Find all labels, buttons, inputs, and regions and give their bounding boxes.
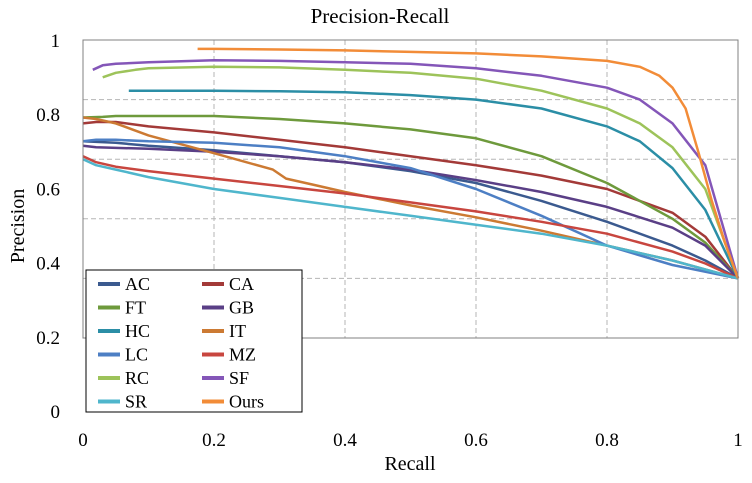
x-axis-label: Recall xyxy=(384,453,436,475)
series-line-gb xyxy=(82,144,739,280)
tick-labels: 0 0.2 0.4 0.6 0.8 1 0 0.2 0.4 0.6 0.8 1 xyxy=(36,31,743,451)
legend-label-ft: FT xyxy=(125,298,146,318)
series-line-sf xyxy=(92,59,740,279)
legend-label-gb: GB xyxy=(229,298,254,318)
legend-label-ca: CA xyxy=(229,274,254,294)
y-tick-label: 0.4 xyxy=(36,254,60,275)
legend-label-it: IT xyxy=(229,321,246,341)
series-line-sr xyxy=(82,158,739,280)
legend-label-sr: SR xyxy=(125,392,147,412)
x-tick-label: 1 xyxy=(733,430,743,451)
legend: AC CA FT GB HC IT LC MZ RC SF SR Ours xyxy=(85,269,303,413)
legend-label-hc: HC xyxy=(125,321,150,341)
y-axis-label: Precision xyxy=(7,189,29,263)
x-tick-label: 0 xyxy=(78,430,88,451)
plot-area-border xyxy=(82,39,739,339)
legend-label-ours: Ours xyxy=(229,392,264,412)
series-line-rc xyxy=(102,65,740,279)
y-tick-label: 0.8 xyxy=(36,105,60,126)
legend-label-sf: SF xyxy=(229,368,249,388)
legend-label-mz: MZ xyxy=(229,345,256,365)
x-tick-label: 0.8 xyxy=(595,430,619,451)
series-line-ft xyxy=(82,114,739,280)
series-lines xyxy=(82,47,740,280)
series-line-ac xyxy=(82,140,739,280)
legend-label-rc: RC xyxy=(125,368,149,388)
series-line-ca xyxy=(82,120,739,280)
legend-label-lc: LC xyxy=(125,345,148,365)
y-tick-label: 0.2 xyxy=(36,328,60,349)
y-tick-label: 0 xyxy=(51,402,61,423)
y-tick-label: 1 xyxy=(51,31,61,52)
series-line-hc xyxy=(128,89,740,279)
legend-label-ac: AC xyxy=(125,274,150,294)
chart-title: Precision-Recall xyxy=(311,4,450,28)
series-line-mz xyxy=(82,155,739,280)
legend-box xyxy=(85,269,303,413)
y-tick-label: 0.6 xyxy=(36,179,60,200)
series-line-ours xyxy=(197,47,740,279)
x-tick-label: 0.2 xyxy=(202,430,226,451)
x-tick-label: 0.6 xyxy=(464,430,488,451)
x-tick-label: 0.4 xyxy=(333,430,357,451)
